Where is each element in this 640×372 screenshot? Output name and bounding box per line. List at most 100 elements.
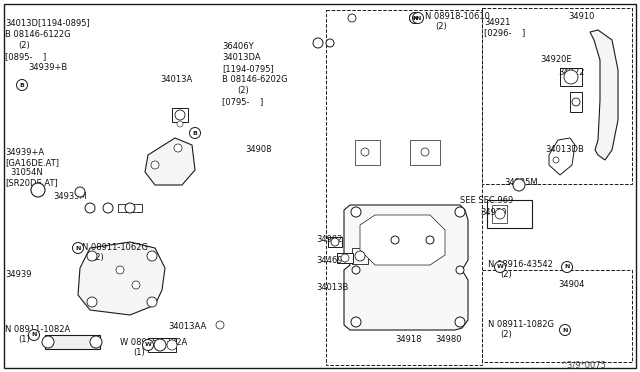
Text: (2): (2) xyxy=(500,270,512,279)
Text: 34921: 34921 xyxy=(484,18,510,27)
Text: (2): (2) xyxy=(500,330,512,339)
Text: 34980: 34980 xyxy=(435,335,461,344)
Circle shape xyxy=(559,324,570,336)
Text: N: N xyxy=(412,16,418,20)
Circle shape xyxy=(17,80,28,90)
Circle shape xyxy=(495,262,506,273)
Bar xyxy=(352,248,368,264)
Text: B: B xyxy=(20,83,24,87)
Bar xyxy=(482,270,632,362)
Circle shape xyxy=(352,266,360,274)
Text: [GA16DE.AT]: [GA16DE.AT] xyxy=(5,158,59,167)
Circle shape xyxy=(103,203,113,213)
Circle shape xyxy=(456,266,464,274)
Circle shape xyxy=(147,297,157,307)
Text: N 08916-43542: N 08916-43542 xyxy=(488,260,553,269)
Circle shape xyxy=(90,336,102,348)
Text: 34013AA: 34013AA xyxy=(168,322,206,331)
Circle shape xyxy=(147,251,157,261)
Circle shape xyxy=(31,183,45,197)
Text: N: N xyxy=(412,16,418,20)
Circle shape xyxy=(564,70,578,84)
Circle shape xyxy=(513,179,525,191)
Circle shape xyxy=(189,128,200,138)
Text: 34918: 34918 xyxy=(395,335,422,344)
Text: N: N xyxy=(415,16,420,20)
Circle shape xyxy=(413,13,424,23)
Circle shape xyxy=(42,336,54,348)
Text: 34013B: 34013B xyxy=(316,283,348,292)
Bar xyxy=(172,108,188,122)
Text: N 08911-1082A: N 08911-1082A xyxy=(5,325,70,334)
Text: 34920E: 34920E xyxy=(540,55,572,64)
Text: (2): (2) xyxy=(92,253,104,262)
Text: [SR20DE.AT]: [SR20DE.AT] xyxy=(5,178,58,187)
Circle shape xyxy=(495,209,505,219)
Text: SEE SEC.969: SEE SEC.969 xyxy=(460,196,513,205)
Bar xyxy=(148,338,176,352)
Text: B 08146-6122G: B 08146-6122G xyxy=(5,30,70,39)
Text: [0895-    ]: [0895- ] xyxy=(5,52,46,61)
Text: 34902: 34902 xyxy=(316,235,342,244)
Bar xyxy=(492,205,507,223)
Text: (2): (2) xyxy=(18,41,29,50)
Circle shape xyxy=(351,207,361,217)
Circle shape xyxy=(410,13,420,23)
Circle shape xyxy=(87,251,97,261)
Text: W: W xyxy=(145,343,152,347)
Bar xyxy=(45,335,100,349)
Bar xyxy=(482,8,632,184)
Polygon shape xyxy=(145,138,195,185)
Polygon shape xyxy=(360,215,445,265)
Bar xyxy=(328,237,342,247)
Polygon shape xyxy=(410,140,440,165)
Text: 34939+B: 34939+B xyxy=(28,63,67,72)
Text: N 08918-10610: N 08918-10610 xyxy=(425,12,490,21)
Circle shape xyxy=(216,321,224,329)
Circle shape xyxy=(455,207,465,217)
Text: W 08915-5382A: W 08915-5382A xyxy=(120,338,188,347)
Text: N: N xyxy=(563,327,568,333)
Circle shape xyxy=(87,297,97,307)
Circle shape xyxy=(72,243,83,253)
Text: B: B xyxy=(193,131,197,135)
Text: [1194-0795]: [1194-0795] xyxy=(222,64,274,73)
Text: ^3/9*0075: ^3/9*0075 xyxy=(560,360,606,369)
Circle shape xyxy=(143,340,154,350)
Circle shape xyxy=(75,187,85,197)
Text: 34904: 34904 xyxy=(558,280,584,289)
Text: (1): (1) xyxy=(18,335,29,344)
Polygon shape xyxy=(355,140,380,165)
Circle shape xyxy=(421,148,429,156)
Circle shape xyxy=(167,340,177,350)
Text: (2): (2) xyxy=(435,22,447,31)
Text: 34013D[1194-0895]: 34013D[1194-0895] xyxy=(5,18,90,27)
Circle shape xyxy=(326,39,334,47)
Circle shape xyxy=(361,148,369,156)
Text: 34922: 34922 xyxy=(558,68,584,77)
Circle shape xyxy=(572,98,580,106)
Text: 34013DB: 34013DB xyxy=(545,145,584,154)
Text: 34939+A: 34939+A xyxy=(5,148,44,157)
Circle shape xyxy=(410,13,420,23)
Circle shape xyxy=(331,238,339,246)
Text: 34970: 34970 xyxy=(480,208,506,217)
Text: B 08146-6202G: B 08146-6202G xyxy=(222,75,287,84)
Text: 34925M: 34925M xyxy=(504,178,538,187)
Text: N: N xyxy=(564,264,570,269)
Bar xyxy=(337,253,353,263)
Text: 34935M: 34935M xyxy=(53,192,87,201)
Text: N 08911-1062G: N 08911-1062G xyxy=(82,243,148,252)
Circle shape xyxy=(355,251,365,261)
Circle shape xyxy=(313,38,323,48)
Circle shape xyxy=(426,236,434,244)
Text: (1): (1) xyxy=(133,348,145,357)
Text: 34910: 34910 xyxy=(568,12,595,21)
Text: N: N xyxy=(76,246,81,250)
Bar xyxy=(118,204,142,212)
Polygon shape xyxy=(549,138,575,175)
Circle shape xyxy=(125,203,135,213)
Circle shape xyxy=(391,236,399,244)
Bar xyxy=(326,10,482,365)
Circle shape xyxy=(116,266,124,274)
